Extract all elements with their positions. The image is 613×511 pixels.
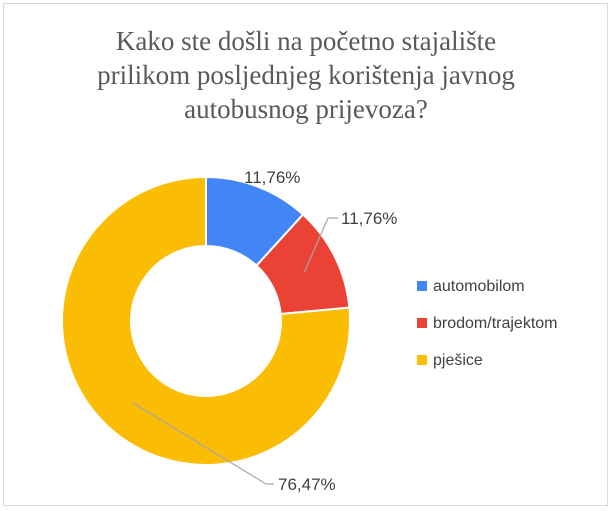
leader-line-pjesice bbox=[131, 401, 274, 485]
legend-label: pješice bbox=[433, 352, 483, 369]
chart-svg: Kako ste došli na početno stajalište pril… bbox=[61, 26, 558, 494]
chart-title-line: prilikom posljednjeg korištenja javnog bbox=[97, 60, 515, 90]
legend-swatch bbox=[417, 281, 427, 291]
data-labels: 11,76% 11,76% 76,47% bbox=[244, 168, 397, 494]
data-label: 76,47% bbox=[278, 475, 336, 494]
chart-frame: Kako ste došli na početno stajalište pril… bbox=[3, 3, 608, 506]
legend: automobilom brodom/trajektom pješice bbox=[417, 278, 558, 369]
legend-swatch bbox=[417, 318, 427, 328]
doughnut-slices bbox=[61, 175, 351, 466]
legend-item: pješice bbox=[417, 352, 483, 369]
chart-title-line: autobusnog prijevoza? bbox=[184, 94, 428, 124]
legend-swatch bbox=[417, 355, 427, 365]
data-label: 11,76% bbox=[341, 209, 397, 228]
legend-label: brodom/trajektom bbox=[433, 315, 558, 332]
legend-item: automobilom bbox=[417, 278, 525, 295]
chart-title-line: Kako ste došli na početno stajalište bbox=[116, 26, 496, 56]
chart-title: Kako ste došli na početno stajalište pril… bbox=[97, 26, 515, 124]
slice-pje-ice bbox=[61, 175, 351, 466]
leader-line-brodom bbox=[303, 217, 338, 273]
legend-label: automobilom bbox=[433, 278, 525, 295]
leader-lines bbox=[131, 217, 338, 485]
data-label: 11,76% bbox=[244, 168, 300, 187]
legend-item: brodom/trajektom bbox=[417, 315, 558, 332]
